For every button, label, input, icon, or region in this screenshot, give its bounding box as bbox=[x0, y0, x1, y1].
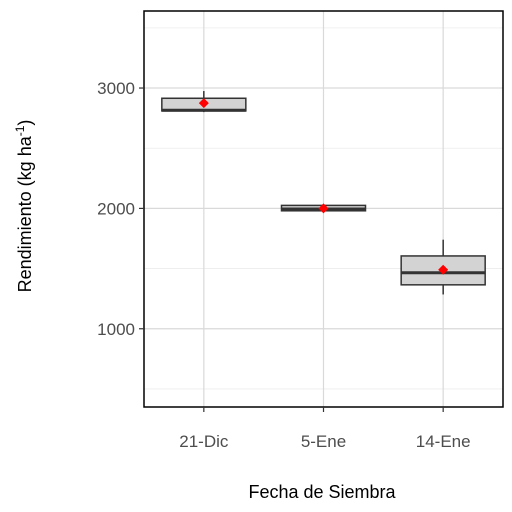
axis-layer: 1000 2000 3000 21-Dic 5-Ene 14-Ene bbox=[97, 79, 470, 451]
y-tick-label: 2000 bbox=[97, 199, 135, 218]
x-tick-label: 5-Ene bbox=[301, 432, 346, 451]
y-axis-title-superscript: -1 bbox=[13, 125, 27, 136]
y-axis-title: Rendimiento (kg ha-1) bbox=[13, 120, 35, 293]
y-tick-label: 1000 bbox=[97, 320, 135, 339]
mean-marker bbox=[438, 264, 449, 275]
box-5-Ene bbox=[280, 203, 367, 214]
mean-marker bbox=[198, 98, 209, 109]
box-layer bbox=[161, 91, 486, 295]
y-axis-title-close: ) bbox=[15, 120, 35, 126]
box-14-Ene bbox=[400, 239, 486, 295]
x-axis-title: Fecha de Siembra bbox=[248, 482, 396, 502]
x-tick-label: 14-Ene bbox=[416, 432, 471, 451]
mean-marker bbox=[318, 203, 329, 214]
y-tick-label: 3000 bbox=[97, 79, 135, 98]
y-axis-title-main: Rendimiento (kg ha bbox=[15, 135, 35, 292]
x-tick-label: 21-Dic bbox=[179, 432, 229, 451]
box-21-Dic bbox=[161, 91, 247, 113]
